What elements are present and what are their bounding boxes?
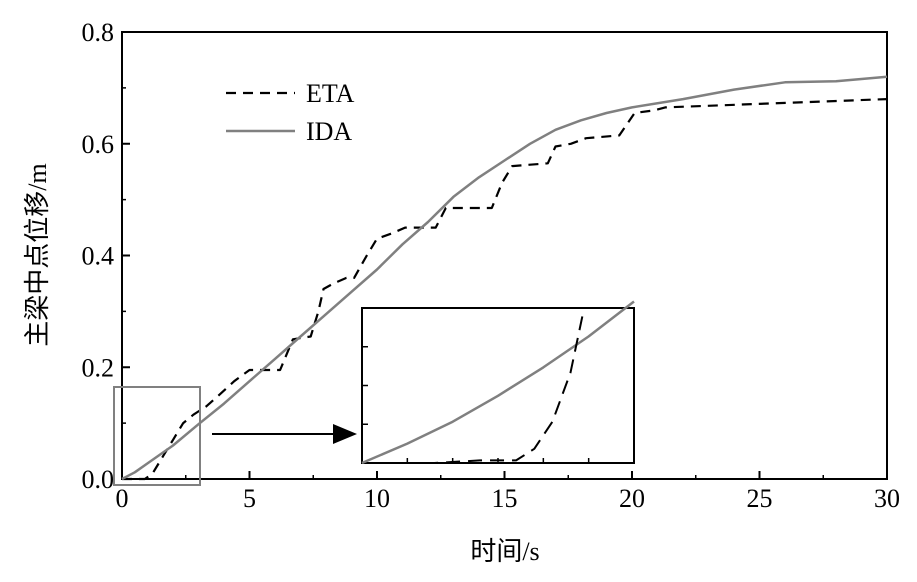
legend-eta-label: ETA (306, 79, 355, 108)
x-tick-label: 15 (492, 484, 518, 513)
y-tick-label: 0.8 (82, 18, 115, 47)
series-eta-line (122, 98, 888, 481)
y-tick-label: 0.2 (82, 353, 115, 382)
x-tick-label: 25 (747, 484, 773, 513)
x-tick-label: 20 (619, 484, 645, 513)
y-tick-label: 0.6 (82, 130, 115, 159)
x-tick-label: 30 (874, 484, 900, 513)
series-ida-line (121, 75, 888, 481)
x-tick-label: 0 (116, 484, 129, 513)
x-tick-label: 5 (243, 484, 256, 513)
x-axis-title: 时间/s (470, 537, 539, 566)
x-tick-label: 10 (364, 484, 390, 513)
legend: ETA IDA (226, 79, 355, 146)
inset-series-eta-line (380, 307, 586, 464)
zoom-arrow (212, 424, 357, 444)
inset-plot (361, 300, 635, 465)
axis-ticks: 0 5 10 15 20 25 30 0.0 0.2 0.4 0.6 0.8 (82, 18, 901, 513)
series-layer (121, 75, 888, 481)
zoom-region-box (113, 386, 201, 486)
y-tick-label: 0.4 (82, 242, 115, 271)
inset-series-ida-line (361, 300, 635, 465)
legend-ida-label: IDA (306, 117, 352, 146)
inset-frame (361, 307, 635, 464)
y-axis-title: 主梁中点位移/m (23, 163, 52, 346)
y-tick-label: 0.0 (82, 465, 115, 494)
